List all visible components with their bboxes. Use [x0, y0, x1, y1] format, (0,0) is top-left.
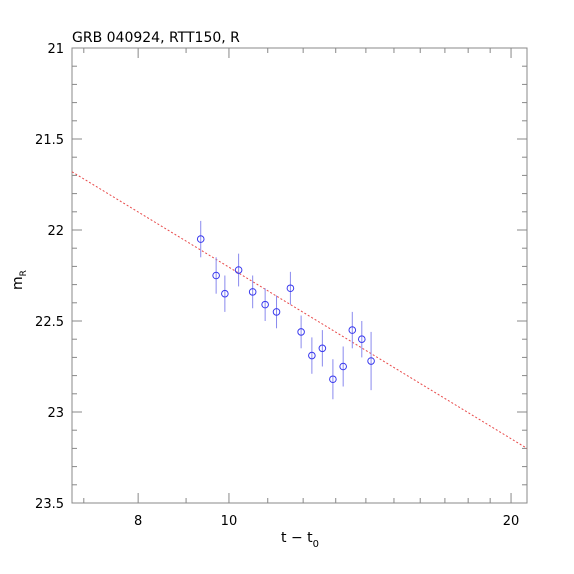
data-point	[297, 328, 305, 336]
data-point	[196, 235, 205, 243]
y-tick-label: 23	[47, 406, 64, 421]
data-point	[261, 300, 269, 309]
x-tick-label: 10	[221, 514, 238, 529]
data-point	[357, 335, 366, 344]
chart-title: GRB 040924, RTT150, R	[72, 30, 240, 46]
data-point	[272, 308, 281, 316]
data-point	[234, 266, 243, 274]
data-point	[318, 344, 327, 353]
y-tick-label: 21.5	[35, 133, 64, 148]
data-point	[348, 326, 357, 334]
fit-line-group	[71, 171, 528, 449]
data-point	[367, 357, 375, 365]
fit-line	[71, 171, 528, 449]
y-axis-label: mR	[10, 270, 29, 290]
data-point	[308, 351, 316, 360]
data-point	[329, 375, 337, 384]
data-point	[286, 284, 295, 293]
y-tick-label: 23.5	[35, 497, 64, 512]
data-point	[248, 288, 257, 296]
plot-frame	[71, 47, 528, 504]
y-tick-label: 21	[47, 42, 64, 57]
axis-ticks: 21 21.5 22 22.5 23 23.5 8 10 20	[35, 42, 527, 529]
y-tick-label: 22.5	[35, 315, 64, 330]
y-tick-label: 22	[47, 224, 64, 239]
x-tick-label: 20	[503, 514, 520, 529]
data-point	[212, 271, 220, 280]
data-point	[221, 289, 229, 298]
data-point	[339, 362, 347, 371]
x-axis-label: t − t0	[281, 530, 319, 550]
data-points-group	[196, 220, 375, 400]
x-tick-label: 8	[134, 514, 142, 529]
